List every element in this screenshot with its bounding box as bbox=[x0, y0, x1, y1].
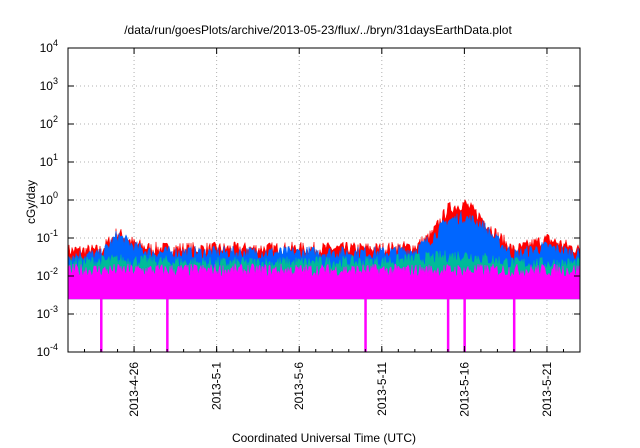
y-tick-label: 10-4 bbox=[37, 342, 58, 359]
y-tick-label: 104 bbox=[40, 38, 58, 55]
series-dip bbox=[100, 295, 103, 352]
series-dip bbox=[463, 295, 466, 352]
x-tick-label: 2013-5-16 bbox=[457, 362, 471, 417]
y-tick-label: 100 bbox=[40, 190, 58, 207]
y-axis: 10-4 10-3 10-2 10-1 100 101 102 103 104 bbox=[37, 38, 580, 359]
x-tick-label: 2013-5-6 bbox=[292, 362, 306, 410]
y-axis-title: cGy/day bbox=[24, 180, 38, 224]
x-tick-label: 2013-5-1 bbox=[210, 362, 224, 410]
y-tick-label: 10-3 bbox=[37, 304, 58, 321]
y-tick-label: 10-1 bbox=[37, 228, 58, 245]
series-dip bbox=[512, 295, 516, 352]
x-axis: 2013-4-26 2013-5-1 2013-5-6 2013-5-11 2013-5… bbox=[67, 48, 581, 417]
series-dip bbox=[364, 295, 367, 352]
x-tick-label: 2013-4-26 bbox=[127, 362, 141, 417]
series-area bbox=[67, 263, 581, 300]
y-tick-label: 101 bbox=[40, 152, 58, 169]
x-axis-title: Coordinated Universal Time (UTC) bbox=[232, 431, 416, 445]
series-layer bbox=[67, 198, 581, 352]
chart-title: /data/run/goesPlots/archive/2013-05-23/f… bbox=[124, 23, 512, 37]
series-dip bbox=[166, 295, 169, 352]
x-tick-label: 2013-5-21 bbox=[540, 362, 554, 417]
y-tick-label: 10-2 bbox=[37, 266, 58, 283]
grid bbox=[68, 48, 580, 352]
x-tick-label: 2013-5-11 bbox=[375, 362, 389, 416]
y-tick-label: 102 bbox=[40, 114, 58, 131]
series-dip bbox=[446, 295, 450, 352]
y-tick-label: 103 bbox=[40, 76, 58, 93]
